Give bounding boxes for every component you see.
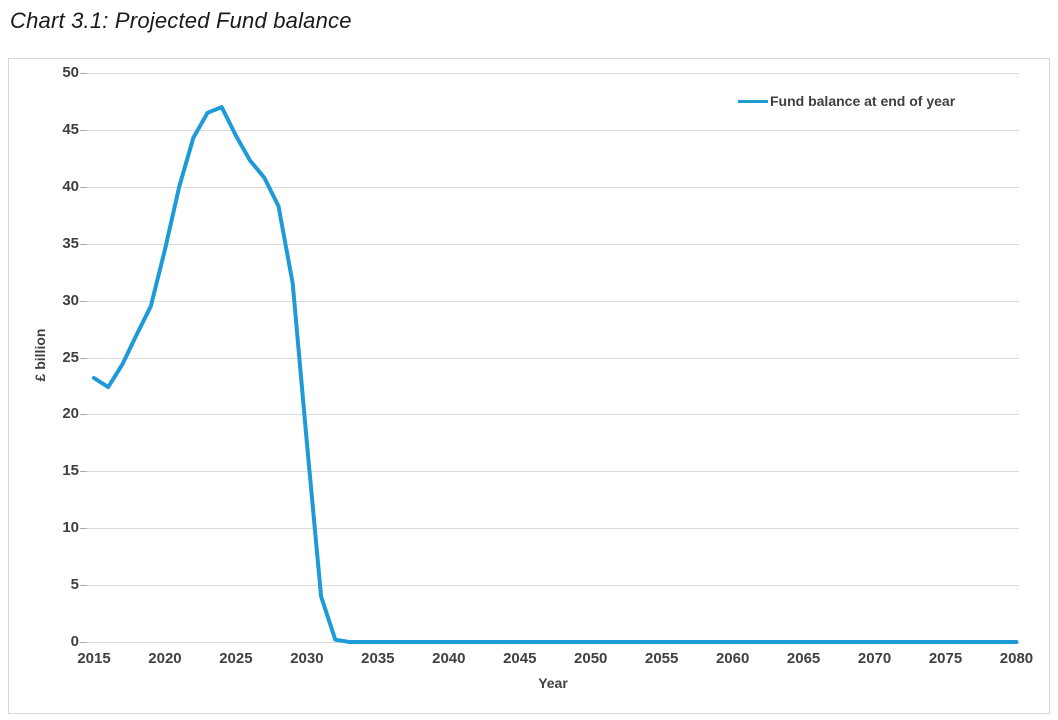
y-tick-mark-45 — [80, 129, 87, 131]
fund-balance-line — [92, 105, 1019, 644]
y-tick-mark-35 — [80, 243, 87, 245]
y-tick-label-45: 45 — [62, 120, 79, 138]
y-tick-mark-25 — [80, 357, 87, 359]
y-tick-label-5: 5 — [70, 576, 79, 594]
plot-area — [92, 105, 1019, 644]
y-tick-mark-5 — [80, 585, 87, 587]
y-tick-label-10: 10 — [62, 519, 79, 537]
y-tick-label-0: 0 — [70, 633, 79, 650]
gridline-y-20 — [87, 414, 1019, 416]
y-tick-label-15: 15 — [62, 462, 79, 480]
y-tick-label-35: 35 — [62, 234, 79, 252]
gridline-y-30 — [87, 300, 1019, 302]
x-axis-title: Year — [538, 675, 568, 691]
y-tick-mark-50 — [80, 73, 87, 74]
y-tick-mark-20 — [80, 414, 87, 416]
gridline-y-35 — [87, 243, 1019, 245]
y-tick-label-20: 20 — [62, 405, 79, 423]
x-tick-label-2050: 2050 — [574, 650, 608, 667]
x-tick-label-2055: 2055 — [644, 650, 679, 667]
gridline-y-10 — [87, 528, 1019, 530]
legend-label: Fund balance at end of year — [770, 93, 956, 109]
legend-line-swatch — [738, 99, 768, 103]
x-tick-label-2040: 2040 — [432, 650, 466, 667]
x-tick-label-2065: 2065 — [786, 650, 821, 667]
x-tick-label-2075: 2075 — [928, 650, 963, 667]
y-tick-label-40: 40 — [62, 177, 79, 195]
x-tick-label-2060: 2060 — [715, 650, 750, 667]
y-tick-mark-40 — [80, 186, 87, 188]
gridline-y-45 — [87, 129, 1019, 131]
x-tick-label-2080: 2080 — [999, 650, 1034, 667]
y-tick-mark-15 — [80, 471, 87, 473]
x-tick-label-2020: 2020 — [148, 650, 182, 667]
x-tick-label-2030: 2030 — [290, 650, 324, 667]
gridline-y-15 — [87, 471, 1019, 473]
chart-panel: 0 5 10 15 20 25 30 35 40 45 50 2015 2020 2025 2030 203… — [8, 58, 1050, 714]
legend: Fund balance at end of year — [738, 93, 955, 109]
x-tick-label-2045: 2045 — [503, 650, 537, 667]
gridline-y-40 — [87, 186, 1019, 188]
y-tick-label-30: 30 — [62, 291, 79, 309]
gridline-y-50 — [87, 73, 1019, 74]
x-tick-label-2015: 2015 — [77, 650, 111, 667]
y-tick-mark-30 — [80, 300, 87, 302]
y-tick-mark-0 — [80, 642, 87, 643]
gridline-y-25 — [87, 357, 1019, 359]
x-tick-label-2025: 2025 — [219, 650, 253, 667]
chart-title: Chart 3.1: Projected Fund balance — [10, 8, 352, 33]
y-tick-mark-10 — [80, 528, 87, 530]
y-tick-label-50: 50 — [62, 64, 79, 81]
gridline-y-5 — [87, 585, 1019, 587]
x-tick-label-2070: 2070 — [857, 650, 892, 667]
x-tick-label-2035: 2035 — [361, 650, 395, 667]
y-tick-label-25: 25 — [62, 348, 79, 366]
